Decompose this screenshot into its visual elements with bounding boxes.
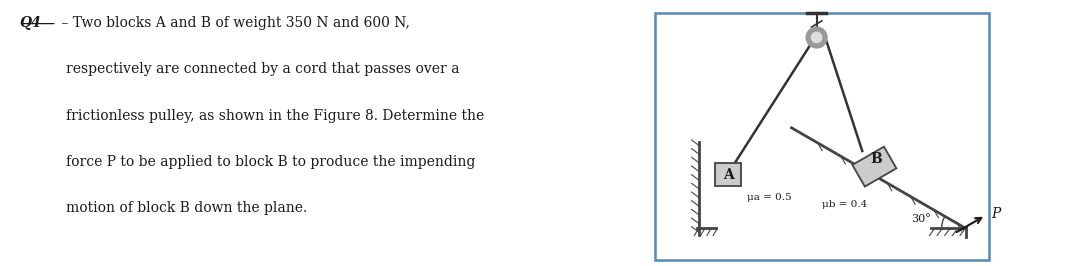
Text: 30°: 30° (910, 214, 931, 224)
Text: force P to be applied to block B to produce the impending: force P to be applied to block B to prod… (66, 155, 475, 169)
Text: motion of block B down the plane.: motion of block B down the plane. (66, 201, 308, 215)
Text: μa = 0.5: μa = 0.5 (747, 193, 792, 202)
Text: – Two blocks A and B of weight 350 N and 600 N,: – Two blocks A and B of weight 350 N and… (57, 16, 409, 30)
Text: Q4: Q4 (19, 16, 41, 30)
Text: respectively are connected by a cord that passes over a: respectively are connected by a cord tha… (66, 62, 460, 76)
Circle shape (811, 32, 822, 43)
Text: P: P (991, 207, 1000, 221)
Polygon shape (715, 163, 741, 186)
Polygon shape (852, 147, 896, 186)
FancyBboxPatch shape (656, 13, 988, 260)
Text: frictionless pulley, as shown in the Figure 8. Determine the: frictionless pulley, as shown in the Fig… (66, 109, 484, 123)
Text: μb = 0.4: μb = 0.4 (822, 200, 867, 209)
Text: A: A (723, 168, 733, 182)
Text: B: B (870, 152, 882, 166)
Circle shape (806, 27, 827, 48)
